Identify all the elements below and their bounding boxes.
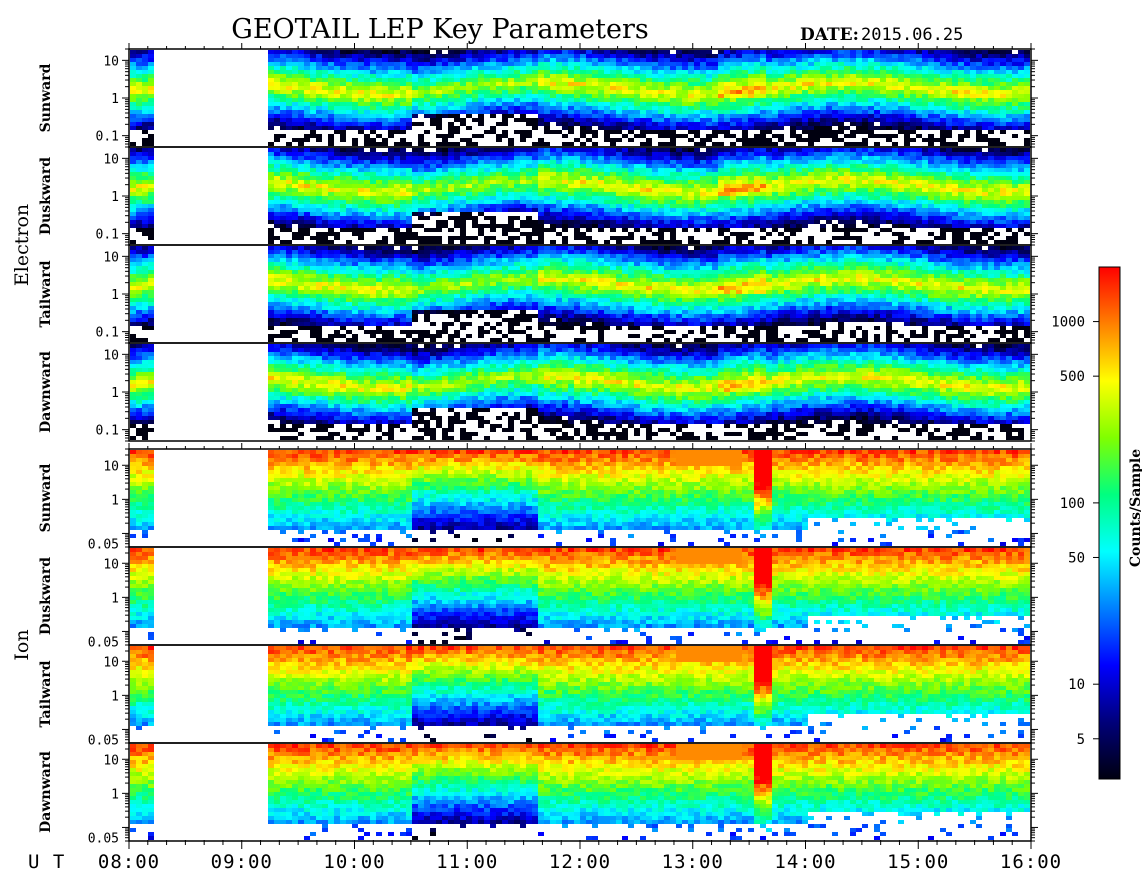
x-tick-label: 15:00 — [887, 851, 949, 873]
panel-electron-duskward: 10 1 0.1 Duskward — [38, 147, 1038, 245]
y-tick-label: 10 — [103, 54, 119, 69]
y-tick-label: 1 — [111, 787, 119, 802]
y-tick-label: 10 — [103, 250, 119, 265]
y-tick-label: 0.1 — [96, 228, 119, 243]
colorbar-scale — [1099, 267, 1120, 779]
group-labels: Electron Ion — [11, 204, 33, 661]
x-tick-label: 16:00 — [1000, 851, 1062, 873]
y-tick-label: 10 — [103, 557, 119, 572]
panel-direction-label: Tailward — [38, 260, 54, 327]
x-tick-label: 14:00 — [774, 851, 836, 873]
panel-direction-label: Dawnward — [38, 351, 54, 433]
panel-direction-label: Tailward — [38, 660, 54, 727]
y-tick-label: 1 — [111, 591, 119, 606]
y-tick-label: 1 — [111, 386, 119, 401]
panel-ion-sunward: 10 1 0.05 Sunward — [38, 449, 1038, 553]
panel-direction-label: Sunward — [38, 463, 54, 532]
spectrogram-cells — [130, 646, 1030, 742]
chart-title: GEOTAIL LEP Key Parameters — [231, 14, 649, 45]
spectrogram-cells — [130, 50, 1030, 146]
colorbar-tick-label: 5 — [1077, 732, 1085, 748]
colorbar: Counts/Sample 5 10 50 100 500 1000 — [1051, 267, 1142, 779]
spectrogram-cells — [130, 344, 1030, 440]
colorbar-tick-label: 500 — [1060, 369, 1085, 385]
x-tick-label: 11:00 — [436, 851, 498, 873]
panel-electron-tailward: 10 1 0.1 Tailward — [38, 245, 1038, 343]
y-tick-label: 10 — [103, 348, 119, 363]
panel-ion-tailward: 10 1 0.05 Tailward — [38, 645, 1038, 749]
y-tick-label: 0.1 — [96, 130, 119, 145]
y-tick-label: 1 — [111, 190, 119, 205]
x-tick-label: 12:00 — [549, 851, 611, 873]
group-label-electron: Electron — [11, 204, 33, 286]
colorbar-tick-label: 1000 — [1051, 315, 1085, 331]
x-tick-label: 08:00 — [98, 851, 160, 873]
y-tick-label: 0.05 — [88, 832, 119, 847]
x-tick-label: 13:00 — [662, 851, 724, 873]
x-axis-ut-label: U T — [28, 851, 65, 873]
panel-direction-label: Dawnward — [38, 751, 54, 833]
y-tick-label: 1 — [111, 689, 119, 704]
colorbar-tick-label: 10 — [1068, 677, 1085, 693]
panel-electron-sunward: 10 1 0.1 Sunward — [38, 49, 1038, 147]
y-tick-label: 10 — [103, 753, 119, 768]
date-value: 2015.06.25 — [861, 25, 963, 45]
y-tick-label: 1 — [111, 288, 119, 303]
x-tick-label: 10:00 — [323, 851, 385, 873]
panel-direction-label: Duskward — [38, 157, 54, 235]
y-tick-label: 0.1 — [96, 424, 119, 439]
spectrogram-cells — [130, 450, 1030, 546]
spectrogram-cells — [130, 246, 1030, 342]
spectrogram-cells — [130, 744, 1030, 840]
panel-ion-dawnward: 10 1 0.05 Dawnward — [38, 743, 1038, 847]
y-tick-label: 1 — [111, 92, 119, 107]
panel-direction-label: Sunward — [38, 63, 54, 132]
panel-ion-duskward: 10 1 0.05 Duskward — [38, 547, 1038, 651]
date-label: DATE: — [800, 25, 859, 45]
y-tick-label: 10 — [103, 152, 119, 167]
y-tick-label: 0.05 — [88, 636, 119, 651]
colorbar-tick-label: 50 — [1068, 550, 1085, 566]
spectrogram-cells — [130, 548, 1030, 644]
group-label-ion: Ion — [11, 629, 33, 660]
y-tick-label: 10 — [103, 655, 119, 670]
spectrogram-cells — [130, 148, 1030, 244]
panel-electron-dawnward: 10 1 0.1 Dawnward — [38, 343, 1038, 441]
spectrogram-panels: 10 1 0.1 Sunward 10 1 0.1 Duskward 10 1 0.1 Tailwar… — [38, 49, 1038, 847]
colorbar-tick-label: 100 — [1060, 496, 1085, 512]
y-tick-label: 0.05 — [88, 538, 119, 553]
y-tick-label: 0.1 — [96, 326, 119, 341]
y-tick-label: 10 — [103, 459, 119, 474]
y-tick-label: 1 — [111, 493, 119, 508]
panel-direction-label: Duskward — [38, 557, 54, 635]
colorbar-label: Counts/Sample — [1128, 449, 1142, 567]
x-tick-label: 09:00 — [211, 851, 273, 873]
y-tick-label: 0.05 — [88, 734, 119, 749]
